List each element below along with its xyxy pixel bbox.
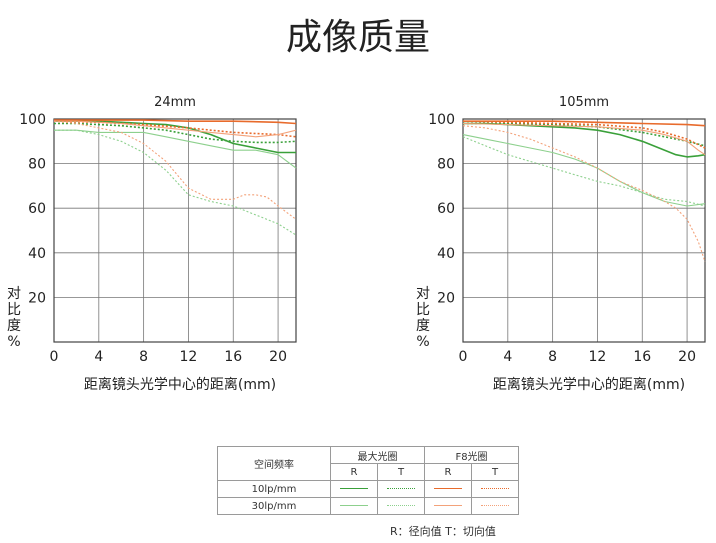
y-axis-label-char: % — [416, 334, 429, 350]
legend-swatch-10-max-t — [377, 480, 425, 498]
series-line-10lp-F8-r — [54, 119, 297, 125]
y-tick-label: 40 — [28, 246, 46, 262]
series-line-30lp-max-t — [54, 129, 297, 236]
y-tick-label: 100 — [428, 112, 455, 128]
legend-note: R：径向值 T：切向值 — [390, 525, 496, 538]
x-axis-label: 距离镜头光学中心的距离(mm) — [493, 376, 685, 393]
y-tick-label: 60 — [28, 201, 46, 217]
legend-swatch-30-f8-t — [471, 497, 519, 515]
legend-col-r: R — [330, 463, 378, 481]
legend-swatch-30-f8-r — [424, 497, 472, 515]
x-tick-label: 0 — [50, 349, 59, 365]
series-line-30lp-max-r — [462, 134, 706, 207]
y-axis-label-char: 对 — [416, 286, 430, 302]
y-axis-label-char: 度 — [416, 318, 430, 334]
mtf-chart-24mm: 0 4 8 12 16 20 20 40 60 80 100 24mm 距离镜头光学中心的距离(mm) 对… — [7, 95, 297, 393]
x-tick-label: 16 — [224, 349, 242, 365]
legend-header-max-aperture: 最大光圈 — [330, 446, 425, 464]
y-tick-label: 60 — [437, 201, 455, 217]
y-tick-label: 40 — [437, 246, 455, 262]
series-line-30lp-F8-t — [462, 125, 706, 262]
series-line-30lp-max-t — [462, 136, 706, 207]
legend-col-t: T — [471, 463, 519, 481]
legend-swatch-10-f8-r — [424, 480, 472, 498]
page-title: 成像质量 — [285, 17, 430, 58]
series-line-30lp-F8-t — [53, 120, 297, 220]
x-axis-label: 距离镜头光学中心的距离(mm) — [84, 376, 276, 393]
series-line-30lp-F8-r — [462, 122, 706, 156]
x-tick-label: 4 — [94, 349, 103, 365]
mtf-chart-105mm: 0 4 8 12 16 20 20 40 60 80 100 105mm 距离镜头光学中心的距离(mm)… — [416, 95, 706, 393]
y-axis-label-char: 比 — [416, 302, 430, 318]
x-tick-label: 20 — [678, 349, 696, 365]
y-tick-label: 20 — [437, 290, 455, 306]
legend-col-t: T — [377, 463, 425, 481]
legend-row-30lp: 30lp/mm — [217, 497, 331, 515]
y-tick-label: 80 — [28, 157, 46, 173]
legend-row-10lp: 10lp/mm — [217, 480, 331, 498]
series-line-10lp-max-r — [463, 122, 706, 158]
legend-swatch-30-max-t — [377, 497, 425, 515]
y-axis-label-char: 对 — [7, 286, 21, 302]
x-tick-label: 16 — [633, 349, 651, 365]
legend-swatch-10-max-r — [330, 480, 378, 498]
y-axis-label-char: % — [7, 334, 20, 350]
x-tick-label: 8 — [139, 349, 148, 365]
legend-swatch-10-f8-t — [471, 480, 519, 498]
y-tick-label: 100 — [19, 112, 46, 128]
series-line-30lp-max-r — [54, 129, 297, 169]
x-tick-label: 12 — [180, 349, 198, 365]
plot-frame — [462, 118, 706, 343]
legend-header-f8: F8光圈 — [424, 446, 519, 464]
series-line-10lp-max-t — [54, 122, 297, 144]
chart-title: 105mm — [559, 95, 609, 110]
legend-col-r: R — [424, 463, 472, 481]
legend-table: 空间频率 最大光圈 F8光圈 R T R T 10lp/mm 30lp/mm — [217, 446, 519, 515]
x-tick-label: 20 — [269, 349, 287, 365]
y-axis-label-char: 度 — [7, 318, 21, 334]
y-tick-label: 80 — [437, 157, 455, 173]
x-tick-label: 8 — [548, 349, 557, 365]
legend-header-frequency: 空间频率 — [217, 446, 331, 481]
series-line-10lp-F8-t — [462, 120, 706, 149]
series-line-30lp-F8-r — [54, 120, 297, 138]
series-line-10lp-max-r — [54, 120, 296, 154]
y-axis-label-char: 比 — [7, 302, 21, 318]
plot-frame — [53, 118, 297, 343]
x-tick-label: 4 — [503, 349, 512, 365]
x-tick-label: 12 — [589, 349, 607, 365]
legend-swatch-30-max-r — [330, 497, 378, 515]
y-tick-label: 20 — [28, 290, 46, 306]
x-tick-label: 0 — [459, 349, 468, 365]
chart-title: 24mm — [154, 95, 196, 110]
series-line-10lp-F8-r — [463, 120, 706, 127]
